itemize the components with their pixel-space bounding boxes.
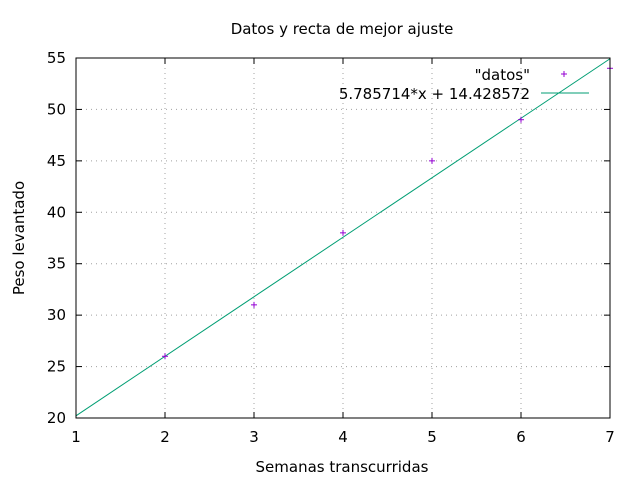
legend-label-fit: 5.785714*x + 14.428572 (339, 85, 530, 103)
legend: "datos" 5.785714*x + 14.428572 (339, 66, 589, 103)
x-tick-label: 6 (516, 428, 526, 446)
y-tick-label: 35 (47, 255, 66, 273)
y-tick-label: 45 (47, 152, 66, 170)
y-tick-label: 55 (47, 49, 66, 67)
legend-marker-datos (561, 71, 567, 77)
y-tick-label: 25 (47, 358, 66, 376)
data-point (251, 301, 257, 308)
data-point (162, 353, 168, 360)
y-tick-label: 20 (47, 409, 66, 427)
x-tick-label: 2 (160, 428, 170, 446)
y-tick-label: 40 (47, 203, 66, 221)
data-point (429, 157, 435, 164)
fit-line (75, 58, 611, 417)
fit-line-group (75, 58, 611, 417)
x-tick-label: 4 (338, 428, 348, 446)
x-axis-label: Semanas transcurridas (256, 458, 429, 476)
y-tick-label: 50 (47, 100, 66, 118)
legend-label-datos: "datos" (475, 66, 530, 84)
legend-point-marker (561, 71, 567, 77)
data-point (340, 229, 346, 236)
grid-lines (76, 58, 610, 418)
x-tick-label: 3 (249, 428, 259, 446)
y-axis-label: Peso levantado (10, 181, 28, 295)
data-point (518, 116, 524, 123)
x-tick-label: 1 (71, 428, 81, 446)
x-tick-label: 5 (427, 428, 437, 446)
y-tick-label: 30 (47, 306, 66, 324)
x-tick-label: 7 (605, 428, 615, 446)
chart-title: Datos y recta de mejor ajuste (231, 20, 454, 38)
data-points-group (162, 65, 613, 360)
